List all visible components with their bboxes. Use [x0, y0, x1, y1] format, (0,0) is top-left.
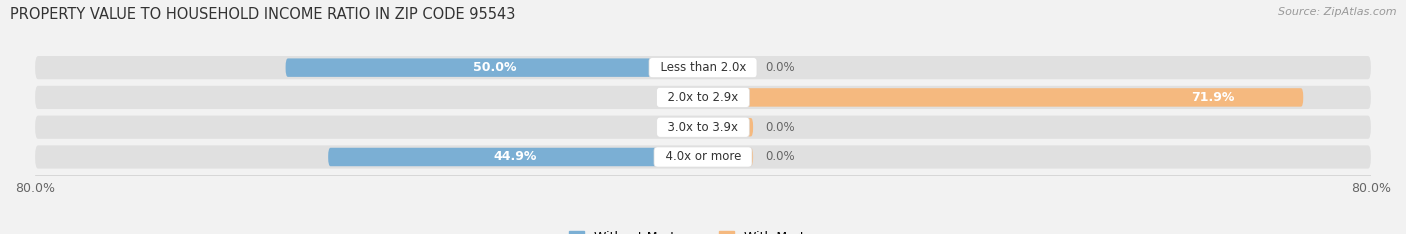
- FancyBboxPatch shape: [35, 145, 1371, 169]
- Text: 0.0%: 0.0%: [766, 121, 796, 134]
- FancyBboxPatch shape: [35, 116, 1371, 139]
- Text: 3.0x to 3.9x: 3.0x to 3.9x: [661, 121, 745, 134]
- Text: PROPERTY VALUE TO HOUSEHOLD INCOME RATIO IN ZIP CODE 95543: PROPERTY VALUE TO HOUSEHOLD INCOME RATIO…: [10, 7, 515, 22]
- Text: Less than 2.0x: Less than 2.0x: [652, 61, 754, 74]
- Text: 0.0%: 0.0%: [657, 121, 686, 134]
- Text: 4.0x or more: 4.0x or more: [658, 150, 748, 164]
- FancyBboxPatch shape: [703, 118, 754, 136]
- Text: 50.0%: 50.0%: [472, 61, 516, 74]
- Text: 44.9%: 44.9%: [494, 150, 537, 164]
- FancyBboxPatch shape: [661, 88, 703, 107]
- Text: 5.1%: 5.1%: [665, 91, 699, 104]
- Text: 2.0x to 2.9x: 2.0x to 2.9x: [661, 91, 745, 104]
- FancyBboxPatch shape: [285, 58, 703, 77]
- FancyBboxPatch shape: [703, 88, 1303, 107]
- Text: 0.0%: 0.0%: [766, 61, 796, 74]
- FancyBboxPatch shape: [703, 58, 754, 77]
- Legend: Without Mortgage, With Mortgage: Without Mortgage, With Mortgage: [569, 231, 837, 234]
- Text: 0.0%: 0.0%: [766, 150, 796, 164]
- FancyBboxPatch shape: [35, 56, 1371, 79]
- Text: Source: ZipAtlas.com: Source: ZipAtlas.com: [1278, 7, 1396, 17]
- FancyBboxPatch shape: [703, 148, 754, 166]
- FancyBboxPatch shape: [328, 148, 703, 166]
- FancyBboxPatch shape: [35, 86, 1371, 109]
- Text: 71.9%: 71.9%: [1191, 91, 1234, 104]
